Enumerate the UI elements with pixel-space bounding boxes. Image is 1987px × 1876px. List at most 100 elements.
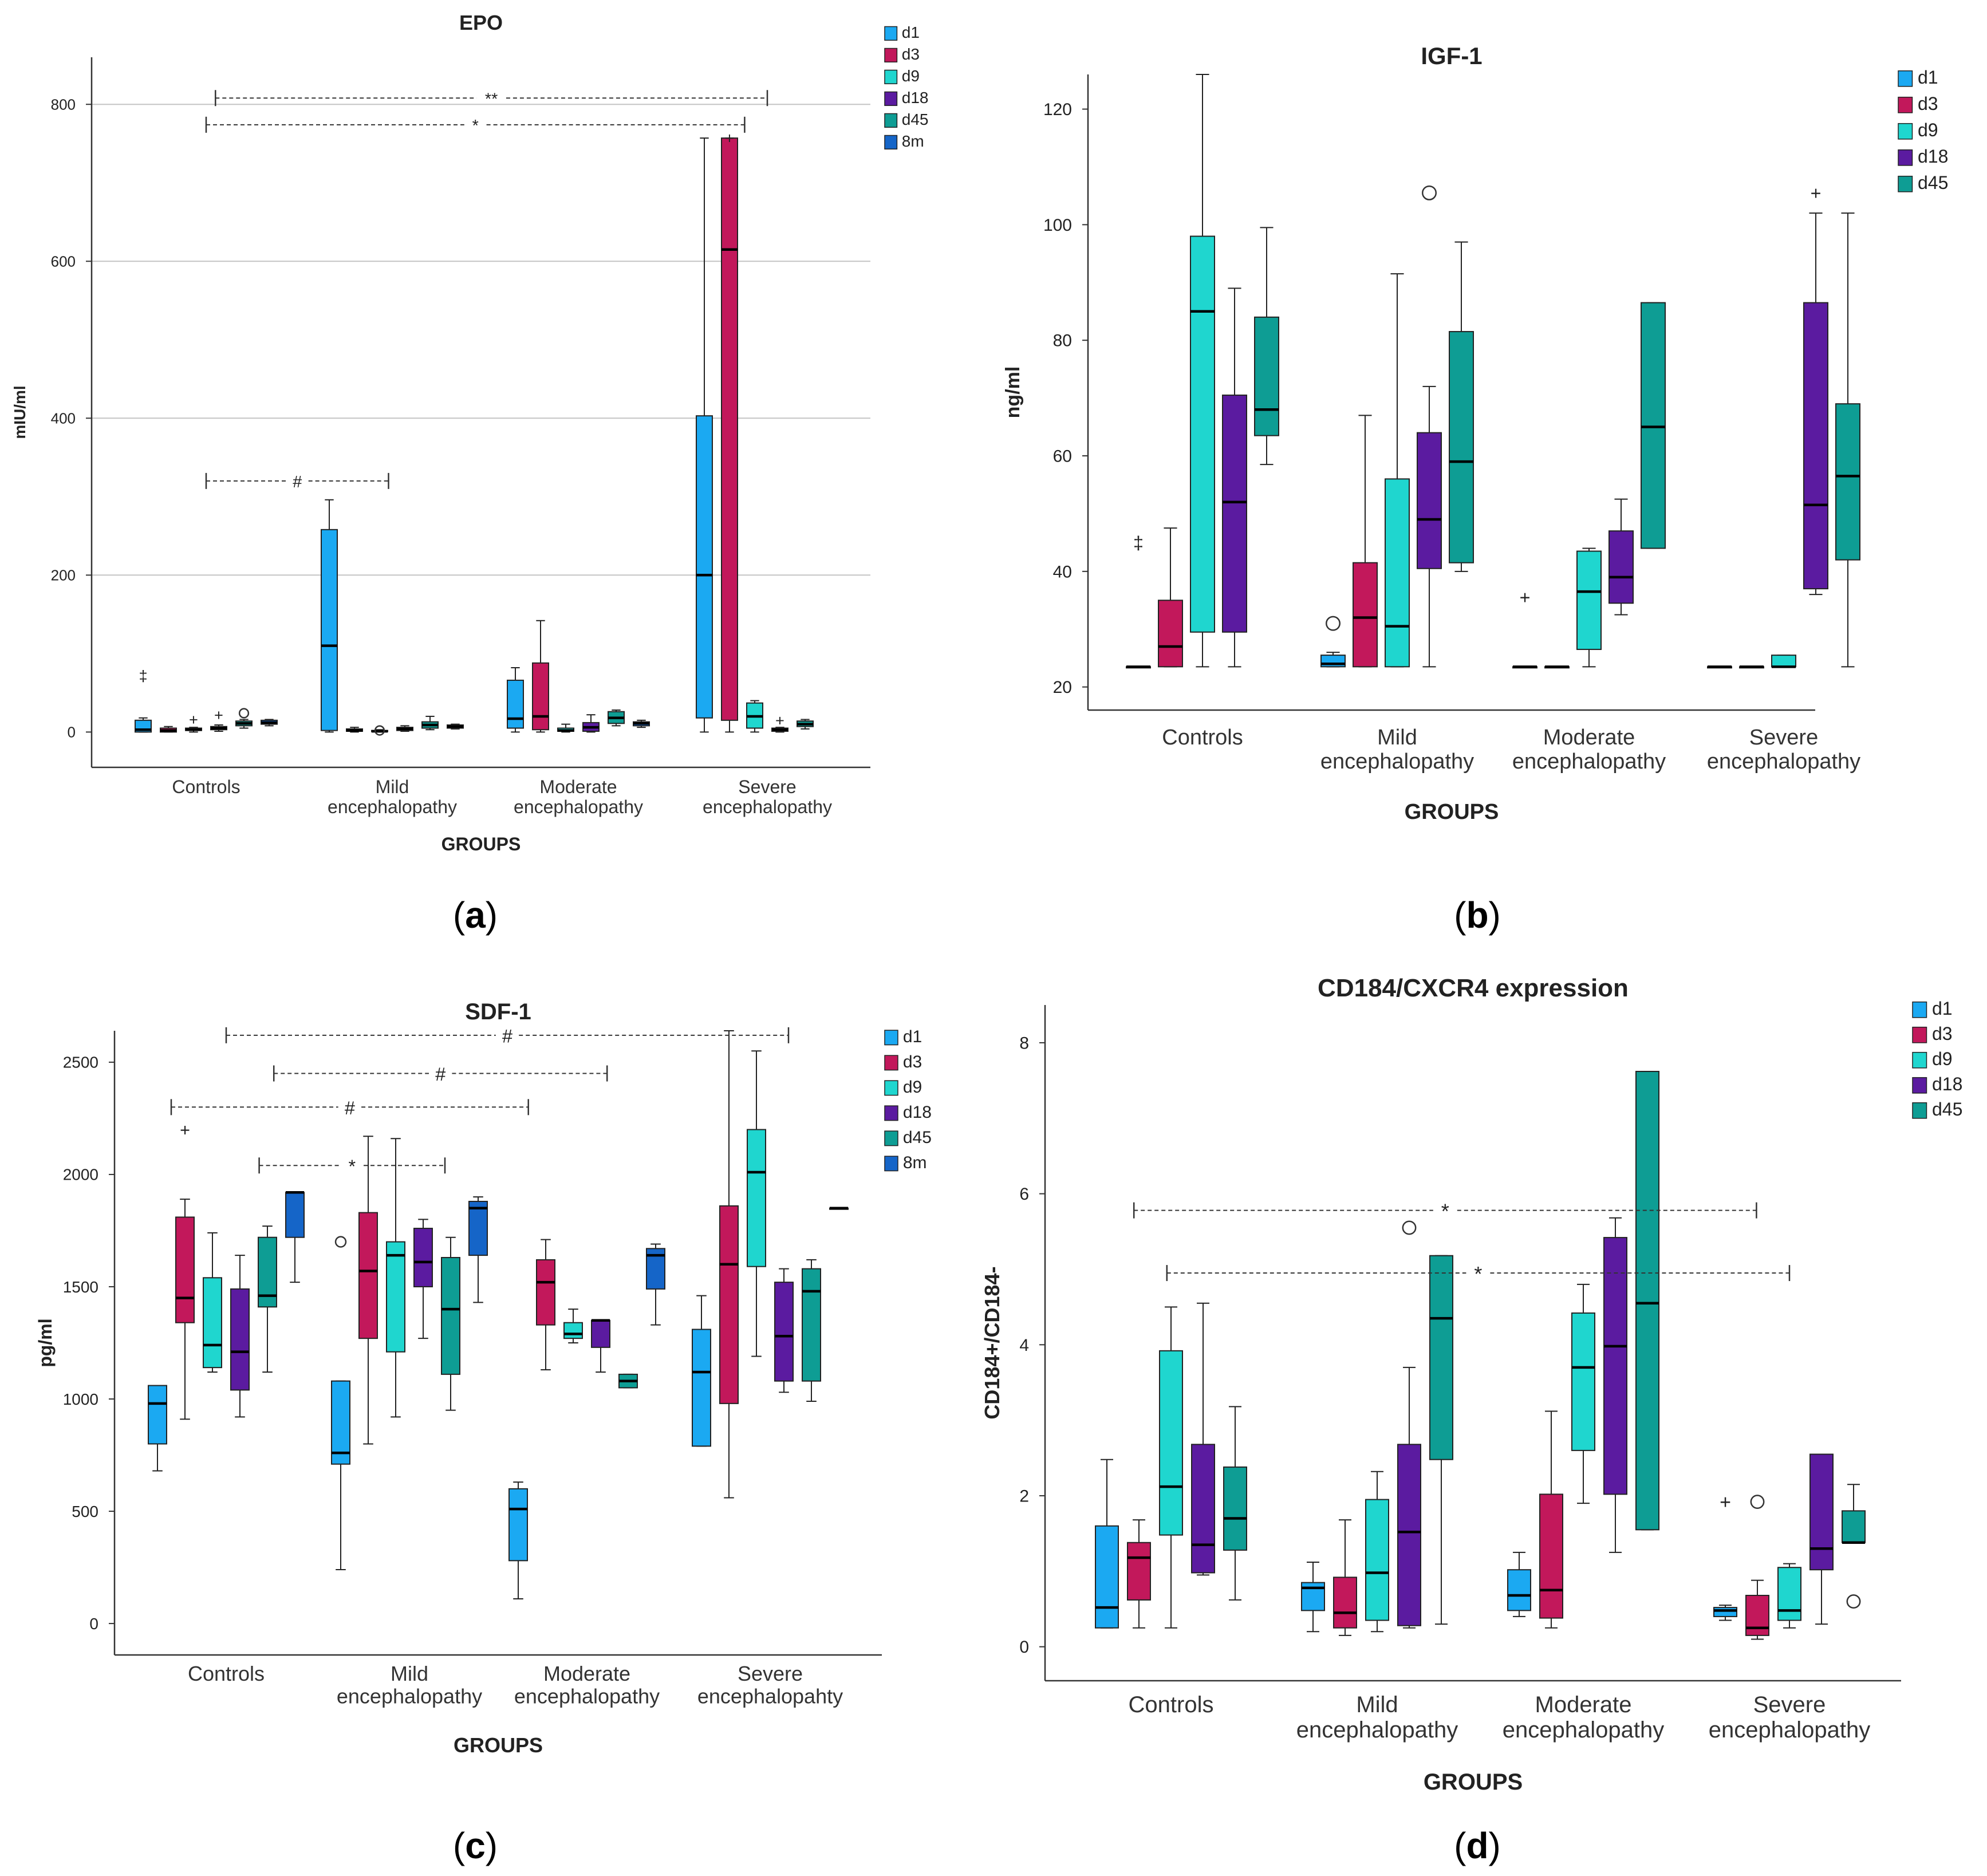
significance-label: * <box>348 1156 356 1177</box>
y-tick-label: 600 <box>51 253 76 270</box>
box-d45 <box>1842 1484 1866 1609</box>
box-iqr <box>1641 302 1666 549</box>
box-d1 <box>1095 1459 1119 1629</box>
outlier-marker <box>1325 616 1341 631</box>
box-d9 <box>1571 1283 1595 1504</box>
significance-bracket: # <box>205 472 389 491</box>
box-d1 <box>507 667 524 733</box>
outlier-marker <box>1402 1220 1417 1235</box>
box-iqr <box>747 1129 766 1267</box>
box-d1: + <box>1512 588 1537 669</box>
legend-label: d18 <box>902 89 929 107</box>
box-d9 <box>1777 1563 1801 1629</box>
box-d18 <box>1191 1302 1215 1576</box>
box-iqr <box>802 1268 821 1382</box>
box-d9 <box>557 723 574 733</box>
significance-label: * <box>1441 1200 1449 1223</box>
panel-b: 20 40 60 80 100 120 IGF-1 ng/ml GROUPS Controls Mi… <box>1002 42 1948 936</box>
y-tick-label: 800 <box>51 96 76 113</box>
legend: d1 d3 d9 d18 d45 <box>1898 67 1948 193</box>
box-d45 <box>1641 302 1666 549</box>
legend-swatch <box>1912 1026 1927 1043</box>
box-iqr <box>1254 316 1279 436</box>
outlier-marker: + <box>1811 183 1822 203</box>
box-8m <box>285 1191 305 1283</box>
box-iqr <box>1777 1567 1801 1621</box>
panel-letter: (a) <box>453 894 498 936</box>
box-iqr <box>1353 562 1378 668</box>
box-iqr <box>1365 1499 1389 1621</box>
box-iqr <box>536 1259 555 1326</box>
legend-swatch <box>884 1055 898 1071</box>
legend-label: d3 <box>1932 1023 1953 1044</box>
box-d9 <box>1385 273 1410 668</box>
box-d45 <box>797 719 814 730</box>
legend-swatch <box>884 1080 898 1096</box>
box-d1 <box>1320 616 1346 668</box>
legend-swatch <box>884 1105 898 1121</box>
y-tick-label: 1000 <box>63 1390 98 1408</box>
box-d3 <box>719 1030 739 1499</box>
legend-label: d1 <box>1918 67 1938 88</box>
box-iqr <box>1222 395 1247 633</box>
box-d18 <box>1608 498 1634 616</box>
box-d3 <box>536 1239 555 1371</box>
group-label: Mild encephalopathy <box>1320 726 1474 774</box>
group-label: Mild encephalopathy <box>337 1662 482 1708</box>
box-d45 <box>1635 1071 1659 1531</box>
significance-label: # <box>345 1098 355 1118</box>
y-tick-label: 1500 <box>63 1278 98 1296</box>
box-iqr <box>358 1212 378 1339</box>
box-d45 <box>1254 227 1279 466</box>
significance-label: * <box>472 117 479 135</box>
x-axis-label: GROUPS <box>454 1733 543 1757</box>
legend: d1 d3 d9 d18 d45 <box>1912 998 1962 1120</box>
outlier-marker <box>1750 1495 1765 1509</box>
significance-label: ** <box>485 90 498 108</box>
outlier-marker <box>1846 1594 1861 1609</box>
y-tick-label: 0 <box>89 1615 98 1633</box>
legend-swatch <box>1912 1102 1927 1119</box>
chart-title: EPO <box>459 11 503 34</box>
box-d18 <box>1222 287 1247 668</box>
y-tick-label: 120 <box>1043 100 1072 119</box>
group-label: Moderate encephalopathy <box>514 777 643 817</box>
box-iqr <box>1095 1525 1119 1629</box>
legend-swatch <box>1898 123 1913 140</box>
box-iqr <box>1158 600 1183 668</box>
legend-label: d1 <box>1932 998 1953 1019</box>
y-tick-label: 60 <box>1053 447 1072 466</box>
box-iqr <box>1745 1595 1769 1636</box>
box-iqr <box>1809 1453 1834 1571</box>
box-iqr <box>1190 235 1215 633</box>
box-iqr <box>441 1257 460 1375</box>
group-label: Controls <box>188 1662 265 1685</box>
box-iqr <box>692 1329 711 1447</box>
group-label: Moderate encephalopathy <box>514 1662 660 1708</box>
box-d18 <box>396 725 413 732</box>
box-iqr <box>1127 1542 1151 1601</box>
x-axis-label: GROUPS <box>1405 800 1499 824</box>
legend-swatch <box>884 26 898 41</box>
y-tick-label: 20 <box>1053 678 1072 697</box>
box-d3 <box>1158 527 1183 668</box>
panel-letter: (c) <box>453 1825 498 1866</box>
y-tick-label: 500 <box>72 1503 98 1520</box>
outlier-marker: ‡ <box>139 667 147 684</box>
box-d45 <box>258 1225 277 1373</box>
y-tick-label: 6 <box>1019 1185 1029 1204</box>
box-d1: ‡ <box>135 667 152 733</box>
box-d3 <box>1127 1519 1151 1629</box>
box-iqr <box>1159 1350 1183 1536</box>
box-iqr <box>1835 403 1860 561</box>
y-tick-label: 100 <box>1043 216 1072 235</box>
box-iqr <box>1507 1569 1531 1611</box>
box-iqr <box>508 1488 528 1562</box>
box-d45 <box>1835 212 1860 668</box>
legend-swatch <box>884 1030 898 1046</box>
box-iqr <box>386 1241 405 1353</box>
outlier-marker: + <box>189 711 198 728</box>
legend-label: d45 <box>1932 1099 1962 1120</box>
box-d1 <box>508 1481 528 1599</box>
